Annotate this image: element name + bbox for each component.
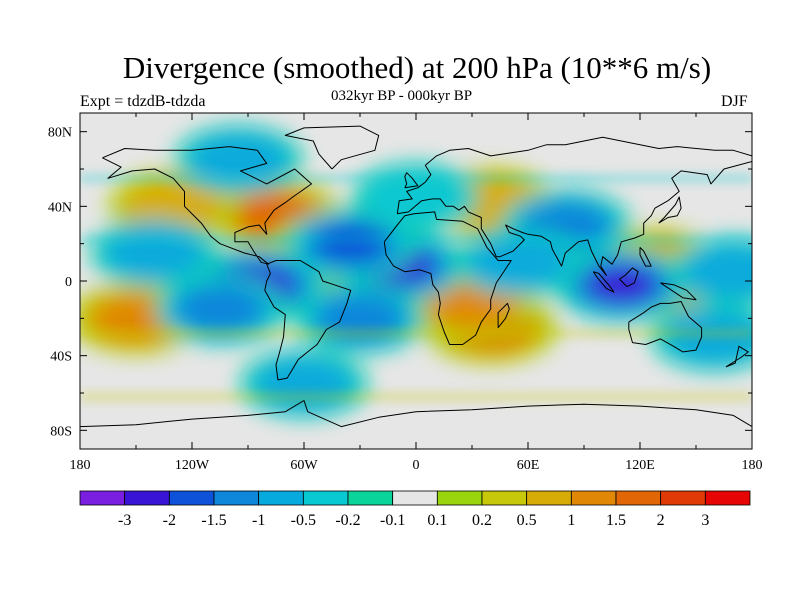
lat-tick-label: 40S [50, 350, 72, 365]
colorbar-swatch [392, 490, 438, 506]
field-cell [552, 248, 690, 322]
map-axes: 80N 40N 0 40S 80S 180 120W 60W 0 60E 120E 180 [48, 113, 763, 473]
coastline [284, 125, 380, 170]
divergence-bands [80, 174, 752, 401]
season-label: DJF [721, 93, 748, 110]
lat-tick-label: 40N [48, 200, 72, 215]
colorbar-swatch [258, 490, 304, 506]
colorbar-swatch [570, 490, 617, 506]
colorbar-label: 0.2 [472, 512, 492, 529]
colorbar-label: -0.5 [291, 512, 316, 529]
lon-tick-label: 120E [625, 458, 655, 473]
colorbar-label: -2 [163, 512, 176, 529]
coastline [592, 271, 615, 293]
field-contour [469, 235, 569, 289]
colorbar: -3 -2 -1.5 -1 -0.5 -0.2 -0.1 0.1 0.2 0.5 1 1.5 2 3 [79, 490, 751, 529]
field-band [80, 174, 752, 183]
colorbar-label: 1 [567, 512, 575, 529]
colorbar-swatch [302, 490, 349, 506]
colorbar-swatch [615, 490, 662, 506]
field-contour [589, 267, 653, 302]
lon-tick-label: 120W [175, 458, 210, 473]
field-contour [105, 226, 204, 280]
colorbar-swatch [436, 490, 483, 506]
coastline [102, 146, 312, 265]
colorbar-swatch [347, 490, 394, 506]
coastline [725, 345, 749, 368]
coastline [404, 172, 419, 189]
field-band [80, 329, 752, 338]
field-cell [90, 218, 219, 288]
lon-tick-label: 0 [413, 458, 420, 473]
lat-tick-label: 80N [48, 126, 72, 141]
coastline [497, 302, 510, 329]
lat-tick-label: 0 [65, 275, 72, 290]
field-cell [294, 283, 426, 354]
colorbar-label: 3 [701, 512, 709, 529]
colorbar-label: -0.2 [335, 512, 360, 529]
colorbar-label: -0.1 [380, 512, 405, 529]
coastline [660, 282, 697, 301]
colorbar-label: 0.5 [517, 512, 537, 529]
colorbar-swatch [124, 490, 170, 506]
field-cell [668, 237, 752, 307]
colorbar-label: -1 [252, 512, 265, 529]
field-band [80, 235, 752, 244]
field-contour [683, 245, 752, 299]
coastline [658, 196, 682, 224]
lon-tick-label: 60E [517, 458, 540, 473]
coastline [383, 211, 512, 345]
colorbar-swatch [213, 490, 260, 506]
coastline [639, 247, 652, 267]
lon-tick-label: 60W [290, 458, 318, 473]
coastline [396, 136, 752, 276]
experiment-label: Expt = tdzdB-tdzda [80, 93, 206, 110]
map-title: Divergence (smoothed) at 200 hPa (10**6 … [122, 50, 712, 85]
colorbar-label: 2 [657, 512, 665, 529]
lon-tick-label: 180 [70, 458, 91, 473]
field-contour [189, 133, 288, 186]
coastline [628, 301, 703, 353]
colorbar-swatch [526, 490, 572, 506]
field-contour [176, 285, 264, 333]
colorbar-swatch [79, 490, 126, 506]
field-band [80, 392, 752, 401]
divergence-field [80, 125, 752, 418]
coastline [264, 260, 352, 381]
coastline [80, 400, 752, 428]
coastlines [80, 125, 752, 428]
colorbar-swatch [481, 490, 528, 506]
colorbar-swatch [660, 490, 706, 506]
map-subtitle: 032kyr BP - 000kyr BP [331, 88, 473, 104]
colorbar-label: -3 [118, 512, 131, 529]
field-cell [240, 349, 368, 418]
colorbar-swatch [168, 490, 215, 506]
map-plot-area [80, 113, 752, 449]
lat-tick-label: 80S [50, 424, 72, 439]
colorbar-swatch [704, 490, 751, 506]
colorbar-label: -1.5 [201, 512, 226, 529]
coastline [619, 267, 639, 288]
field-cell [174, 125, 303, 194]
lon-tick-label: 180 [742, 458, 763, 473]
colorbar-label: 1.5 [606, 512, 626, 529]
colorbar-label: 0.1 [427, 512, 447, 529]
field-cell [154, 274, 286, 344]
